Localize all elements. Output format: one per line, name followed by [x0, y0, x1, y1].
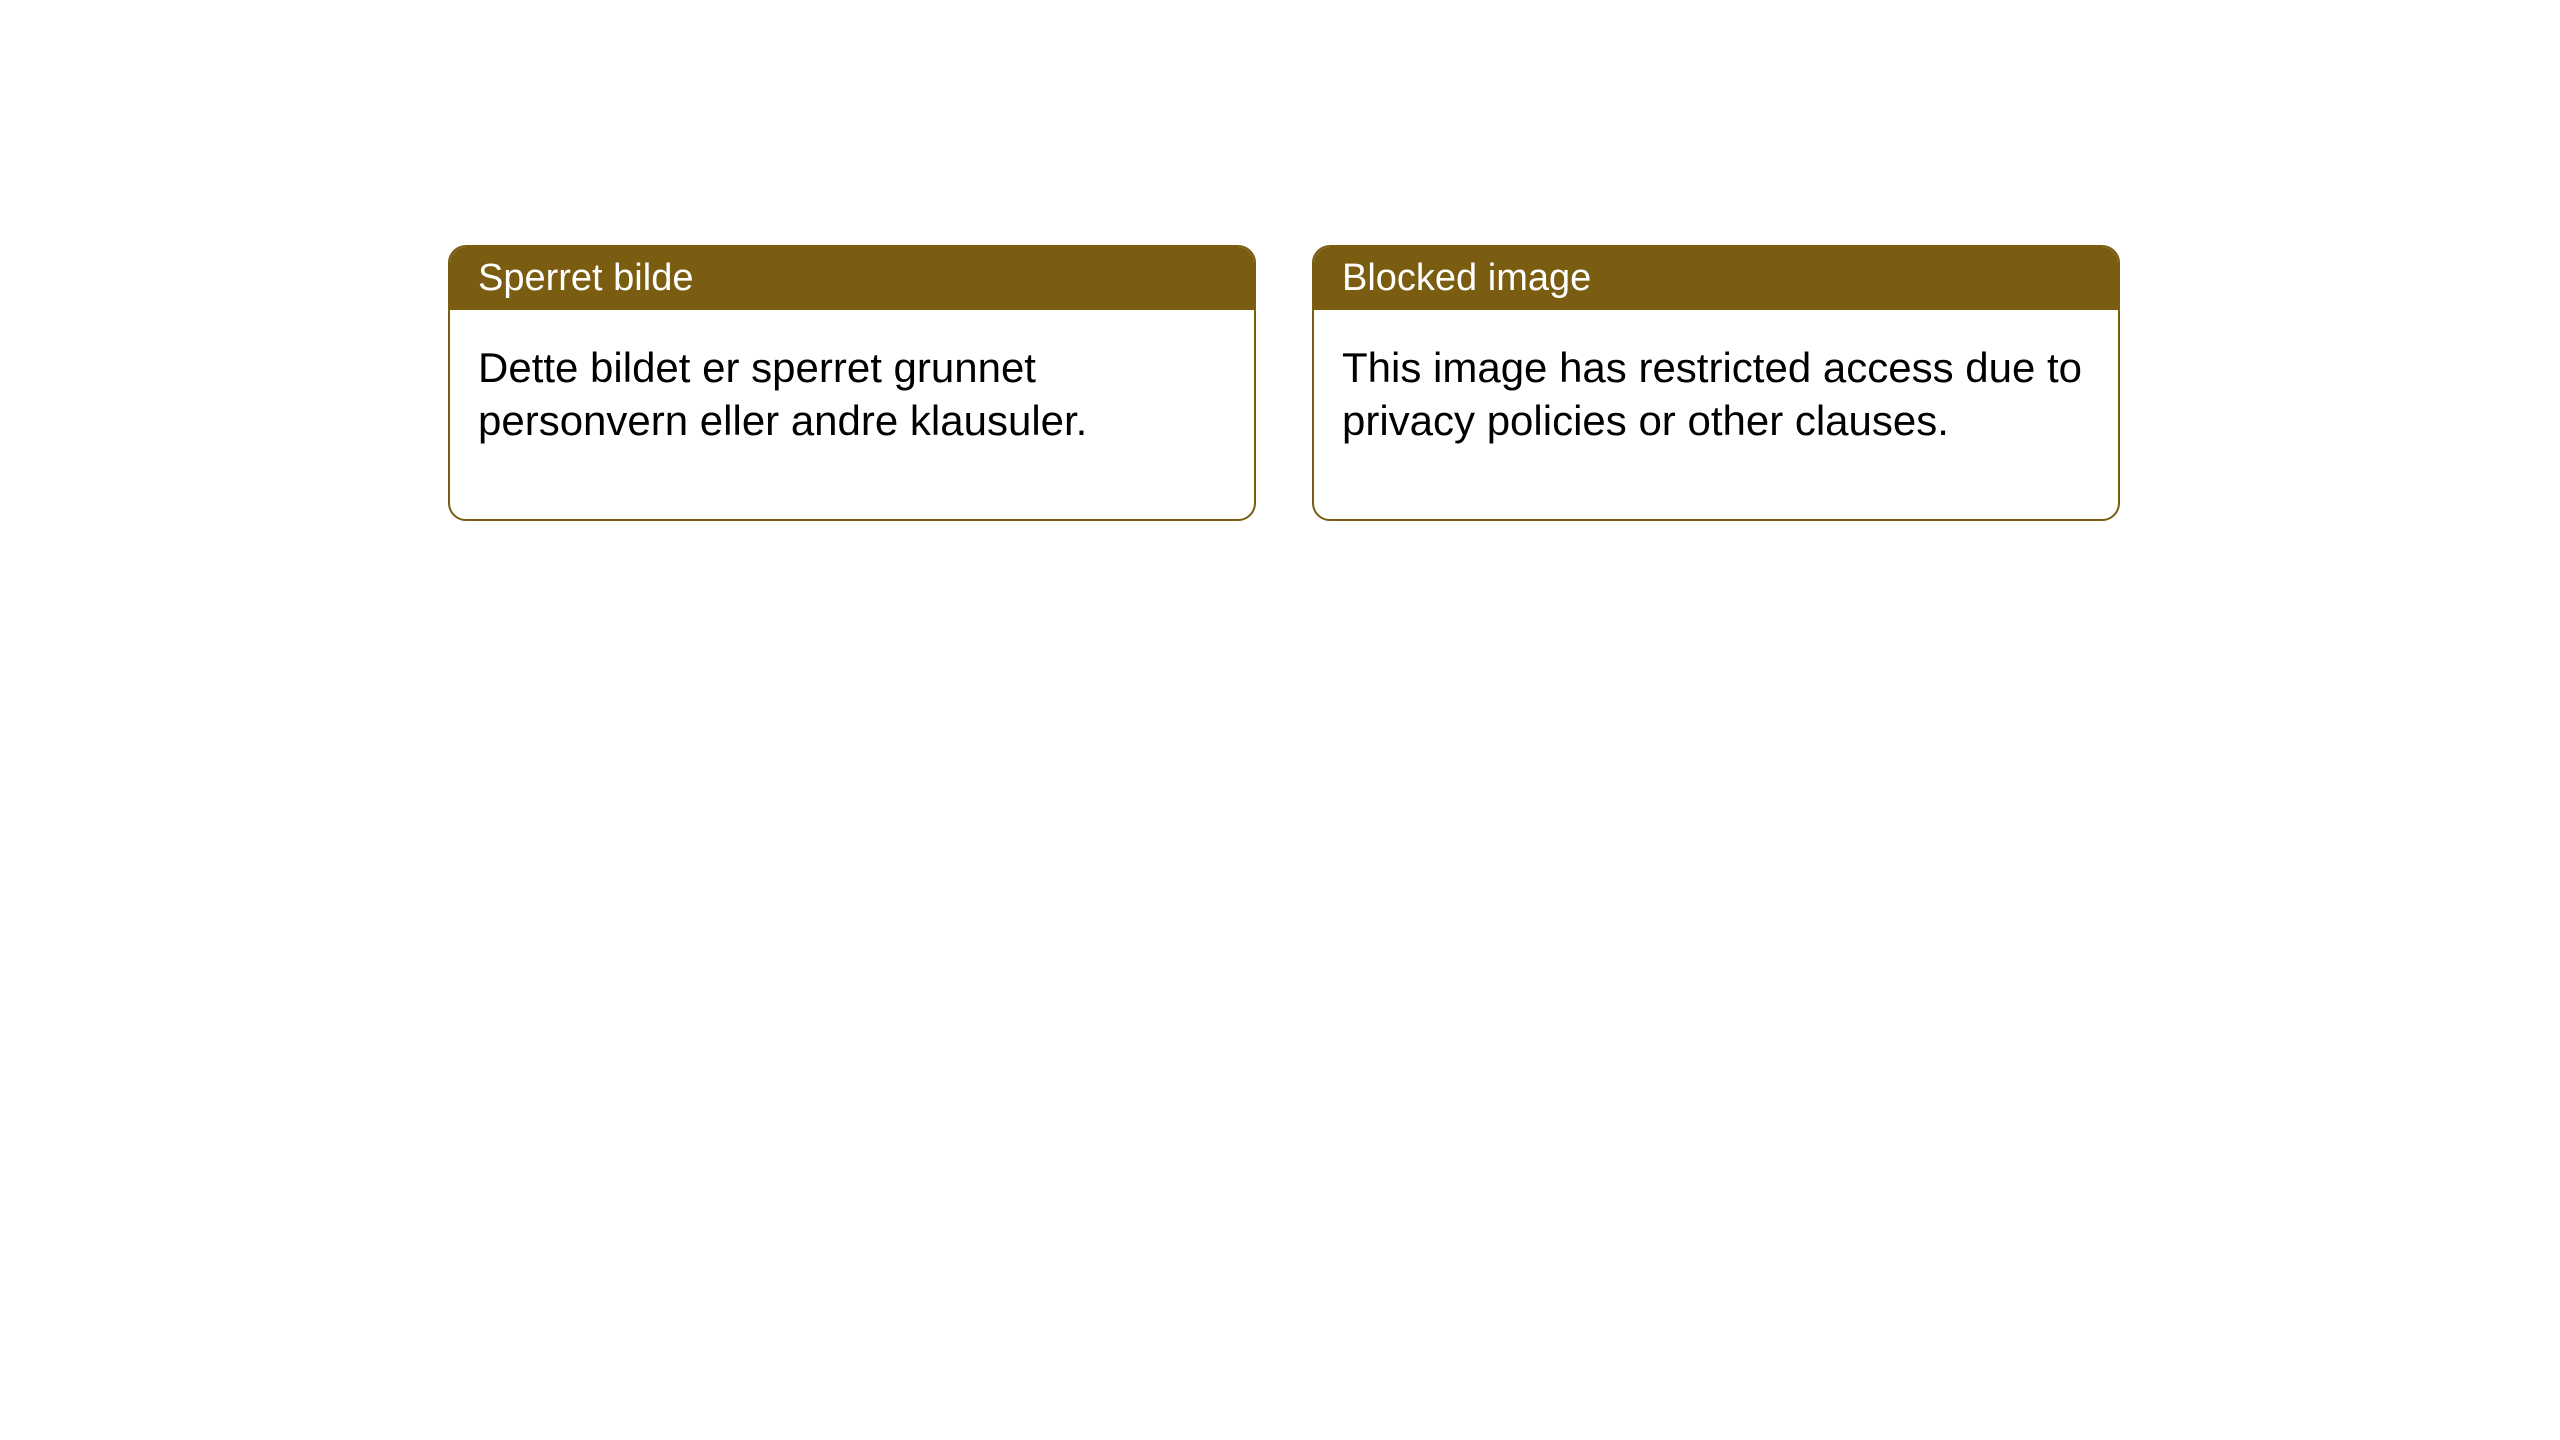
notice-body: Dette bildet er sperret grunnet personve… [450, 310, 1254, 519]
notice-header: Sperret bilde [450, 247, 1254, 310]
notice-container: Sperret bilde Dette bildet er sperret gr… [0, 0, 2560, 521]
notice-body: This image has restricted access due to … [1314, 310, 2118, 519]
notice-card-norwegian: Sperret bilde Dette bildet er sperret gr… [448, 245, 1256, 521]
notice-header: Blocked image [1314, 247, 2118, 310]
notice-card-english: Blocked image This image has restricted … [1312, 245, 2120, 521]
